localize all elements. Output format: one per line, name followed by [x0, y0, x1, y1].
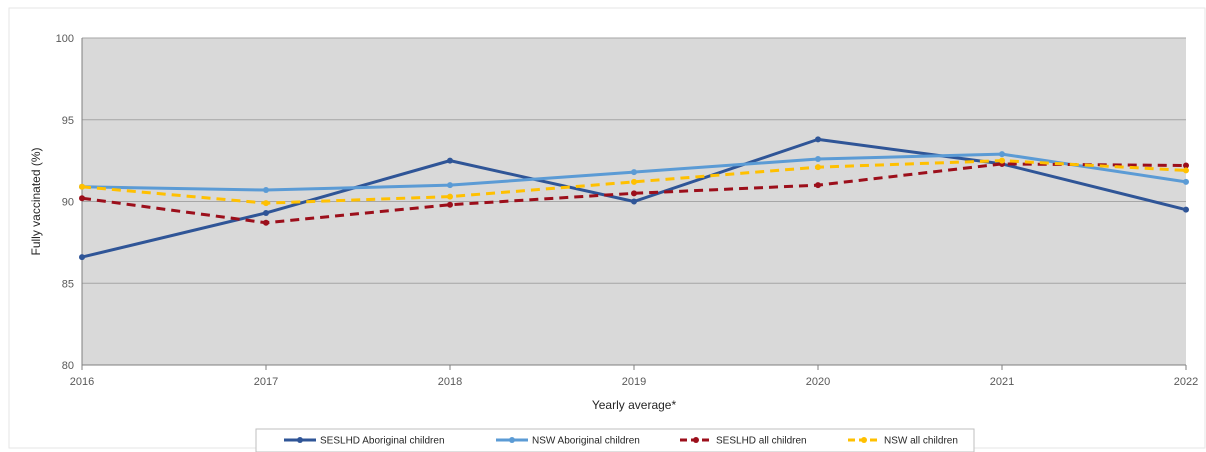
legend-item: NSW all children — [848, 436, 958, 447]
data-point — [447, 182, 453, 189]
data-point — [263, 200, 269, 207]
data-point — [815, 164, 821, 171]
y-tick-label: 80 — [62, 360, 74, 372]
legend-item: SESLHD Aboriginal children — [284, 436, 445, 447]
legend-swatch-marker — [861, 437, 867, 443]
data-point — [631, 169, 637, 176]
y-tick-label: 95 — [62, 115, 74, 127]
y-axis-title: Fully vaccinated (%) — [29, 147, 43, 255]
legend-item: SESLHD all children — [680, 436, 807, 447]
x-tick-label: 2018 — [438, 376, 462, 388]
x-tick-label: 2021 — [990, 376, 1014, 388]
data-point — [263, 187, 269, 194]
legend-item: NSW Aboriginal children — [496, 436, 640, 447]
x-tick-label: 2020 — [806, 376, 830, 388]
legend-label: NSW Aboriginal children — [532, 436, 640, 447]
y-tick-label: 100 — [56, 33, 74, 45]
legend-swatch-marker — [297, 437, 303, 443]
legend-swatch-marker — [693, 437, 699, 443]
legend-box — [255, 428, 975, 452]
x-tick-label: 2022 — [1174, 376, 1198, 388]
data-point — [1183, 178, 1189, 185]
series-2 — [79, 151, 1189, 194]
data-point — [1183, 167, 1189, 174]
y-tick-label: 90 — [62, 197, 74, 209]
series-3 — [79, 160, 1189, 226]
data-point — [999, 151, 1005, 158]
data-point — [815, 155, 821, 162]
data-point — [1183, 162, 1189, 169]
data-point — [79, 254, 85, 261]
data-point — [447, 157, 453, 164]
data-point — [631, 198, 637, 205]
data-point — [79, 183, 85, 190]
data-point — [447, 193, 453, 200]
y-tick-label: 85 — [62, 278, 74, 290]
data-point — [447, 201, 453, 208]
data-point — [263, 209, 269, 216]
x-axis-title: Yearly average* — [592, 398, 677, 412]
axes: 80 85 90 95 100 2016 2017 2018 2019 2020 2021 2022 — [56, 33, 1199, 388]
data-series — [79, 136, 1189, 261]
x-tick-label: 2017 — [254, 376, 278, 388]
data-point — [999, 157, 1005, 164]
data-point — [631, 190, 637, 197]
data-point — [263, 219, 269, 226]
data-point — [79, 195, 85, 202]
data-point — [815, 182, 821, 189]
data-point — [815, 136, 821, 143]
x-tick-label: 2016 — [70, 376, 94, 388]
data-point — [631, 178, 637, 185]
legend-label: SESLHD Aboriginal children — [320, 436, 445, 447]
legend-label: NSW all children — [884, 436, 958, 447]
series-4 — [79, 157, 1189, 207]
legend: SESLHD Aboriginal children NSW Aboriginal… — [255, 428, 975, 452]
data-point — [1183, 206, 1189, 213]
x-tick-label: 2019 — [622, 376, 646, 388]
legend-label: SESLHD all children — [716, 436, 807, 447]
legend-swatch-marker — [509, 437, 515, 443]
